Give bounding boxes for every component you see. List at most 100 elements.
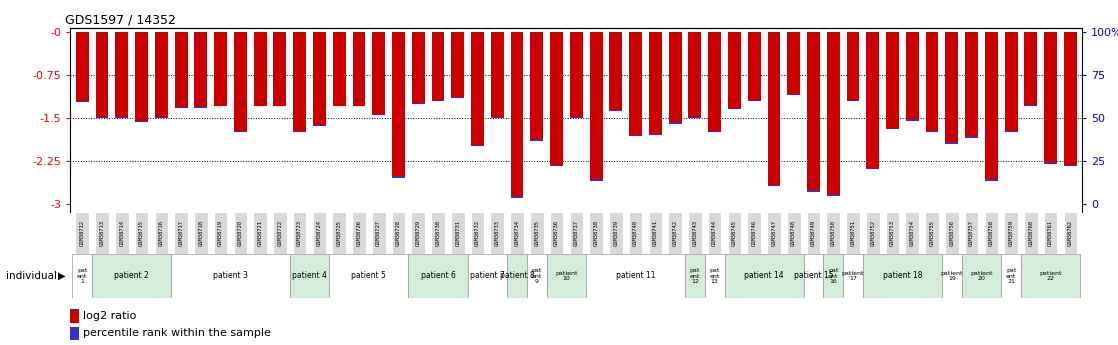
Bar: [550, 165, 563, 166]
Bar: [609, 212, 623, 254]
Bar: [372, 32, 385, 115]
Bar: [254, 212, 267, 254]
Bar: [432, 212, 445, 254]
Bar: [76, 212, 89, 254]
Text: GSM38755: GSM38755: [929, 220, 935, 246]
Text: GSM38756: GSM38756: [949, 220, 955, 246]
Bar: [965, 32, 978, 138]
Text: patient 11: patient 11: [616, 272, 655, 280]
Bar: [1064, 32, 1077, 166]
Bar: [669, 122, 682, 124]
Bar: [985, 212, 998, 254]
Text: GSM38733: GSM38733: [495, 220, 500, 246]
Bar: [629, 32, 642, 136]
Bar: [511, 196, 523, 198]
Text: GSM38729: GSM38729: [416, 220, 420, 246]
Text: GSM38742: GSM38742: [673, 220, 678, 246]
Bar: [708, 131, 721, 132]
Bar: [1005, 131, 1017, 132]
Bar: [1021, 254, 1080, 298]
Bar: [432, 32, 445, 101]
Text: GSM38762: GSM38762: [1068, 220, 1073, 246]
Bar: [985, 179, 997, 181]
Bar: [174, 32, 188, 108]
Text: patient
20: patient 20: [970, 271, 993, 281]
Bar: [846, 212, 860, 254]
Bar: [135, 121, 148, 122]
Bar: [767, 212, 780, 254]
Text: percentile rank within the sample: percentile rank within the sample: [83, 328, 271, 338]
Text: GSM38723: GSM38723: [297, 220, 302, 246]
Bar: [155, 32, 168, 118]
Text: patient
22: patient 22: [1040, 271, 1062, 281]
Bar: [669, 32, 682, 124]
Bar: [648, 134, 662, 135]
Bar: [1044, 32, 1057, 164]
Bar: [827, 32, 840, 196]
Text: GDS1597 / 14352: GDS1597 / 14352: [65, 13, 177, 27]
Bar: [807, 190, 819, 192]
Bar: [195, 107, 207, 108]
Text: GSM38761: GSM38761: [1048, 220, 1053, 246]
Text: GSM38715: GSM38715: [139, 220, 144, 246]
Text: GSM38743: GSM38743: [692, 220, 698, 246]
Bar: [628, 212, 643, 254]
Bar: [787, 212, 800, 254]
Bar: [76, 32, 88, 102]
Text: pat
ent
1: pat ent 1: [77, 268, 87, 284]
Bar: [1024, 32, 1038, 107]
Bar: [1063, 212, 1077, 254]
Bar: [1044, 162, 1057, 164]
Bar: [70, 309, 79, 323]
Bar: [352, 32, 366, 107]
Text: GSM38713: GSM38713: [100, 220, 105, 246]
Bar: [866, 32, 879, 169]
Bar: [491, 212, 504, 254]
Bar: [391, 212, 406, 254]
Text: GSM38728: GSM38728: [396, 220, 401, 246]
Bar: [946, 142, 958, 144]
Bar: [73, 254, 92, 298]
Text: GSM38754: GSM38754: [910, 220, 915, 246]
Bar: [70, 327, 79, 340]
Bar: [511, 32, 523, 198]
Bar: [589, 212, 603, 254]
Text: pat
ent
13: pat ent 13: [710, 268, 720, 284]
Bar: [906, 119, 919, 121]
Bar: [826, 212, 840, 254]
Bar: [215, 32, 227, 107]
Text: GSM38757: GSM38757: [969, 220, 974, 246]
Bar: [1024, 105, 1038, 107]
Bar: [906, 212, 919, 254]
Text: patient
10: patient 10: [556, 271, 578, 281]
Text: GSM38751: GSM38751: [851, 220, 855, 246]
Bar: [570, 117, 582, 118]
Text: GSM38718: GSM38718: [198, 220, 203, 246]
Text: pat
ent
16: pat ent 16: [828, 268, 838, 284]
Bar: [234, 32, 247, 132]
Text: GSM38741: GSM38741: [653, 220, 657, 246]
Text: GSM38731: GSM38731: [455, 220, 461, 246]
Bar: [195, 212, 208, 254]
Text: ▶: ▶: [58, 271, 66, 281]
Text: patient 15: patient 15: [794, 272, 833, 280]
Text: patient 7: patient 7: [470, 272, 505, 280]
Bar: [491, 117, 504, 118]
Text: patient 18: patient 18: [882, 272, 922, 280]
Bar: [728, 32, 741, 109]
Bar: [471, 32, 484, 147]
Bar: [1002, 254, 1021, 298]
Bar: [527, 254, 547, 298]
Text: GSM38737: GSM38737: [574, 220, 579, 246]
Bar: [254, 106, 266, 107]
Text: GSM38714: GSM38714: [120, 220, 124, 246]
Bar: [704, 254, 724, 298]
Bar: [352, 212, 366, 254]
Bar: [823, 254, 843, 298]
Bar: [530, 32, 543, 141]
Text: patient 8: patient 8: [500, 272, 534, 280]
Bar: [586, 254, 685, 298]
Bar: [411, 32, 425, 104]
Bar: [768, 32, 780, 186]
Bar: [669, 212, 682, 254]
